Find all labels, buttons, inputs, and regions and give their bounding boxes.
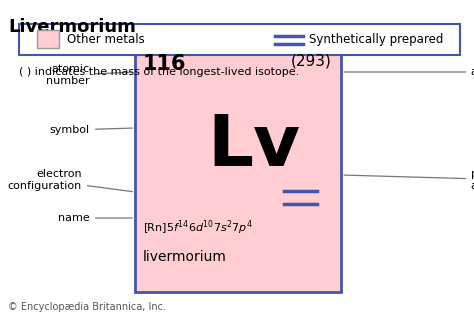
Text: atomic weight: atomic weight xyxy=(344,67,474,77)
Text: atomic
number: atomic number xyxy=(46,64,132,86)
Text: name: name xyxy=(58,213,132,223)
Bar xyxy=(37,30,59,48)
Text: physical state
at 20 °C (68 °F): physical state at 20 °C (68 °F) xyxy=(344,169,474,191)
Text: ( ) indicates the mass of the longest-lived isotope.: ( ) indicates the mass of the longest-li… xyxy=(19,67,299,77)
Bar xyxy=(135,46,341,292)
Text: symbol: symbol xyxy=(50,125,132,135)
Text: Synthetically prepared: Synthetically prepared xyxy=(309,33,443,46)
Text: Livermorium: Livermorium xyxy=(8,18,136,36)
Text: [Rn]5$f^{14}$6$d^{10}$7$s^{2}$7$p^{4}$: [Rn]5$f^{14}$6$d^{10}$7$s^{2}$7$p^{4}$ xyxy=(143,218,253,237)
Text: Lv: Lv xyxy=(207,112,301,181)
Bar xyxy=(19,24,460,55)
Text: Other metals: Other metals xyxy=(67,33,145,46)
Text: 116: 116 xyxy=(143,54,187,74)
Text: (293): (293) xyxy=(291,54,331,69)
Text: electron
configuration: electron configuration xyxy=(8,169,132,191)
Text: livermorium: livermorium xyxy=(143,250,227,264)
Text: © Encyclopædia Britannica, Inc.: © Encyclopædia Britannica, Inc. xyxy=(8,302,166,312)
